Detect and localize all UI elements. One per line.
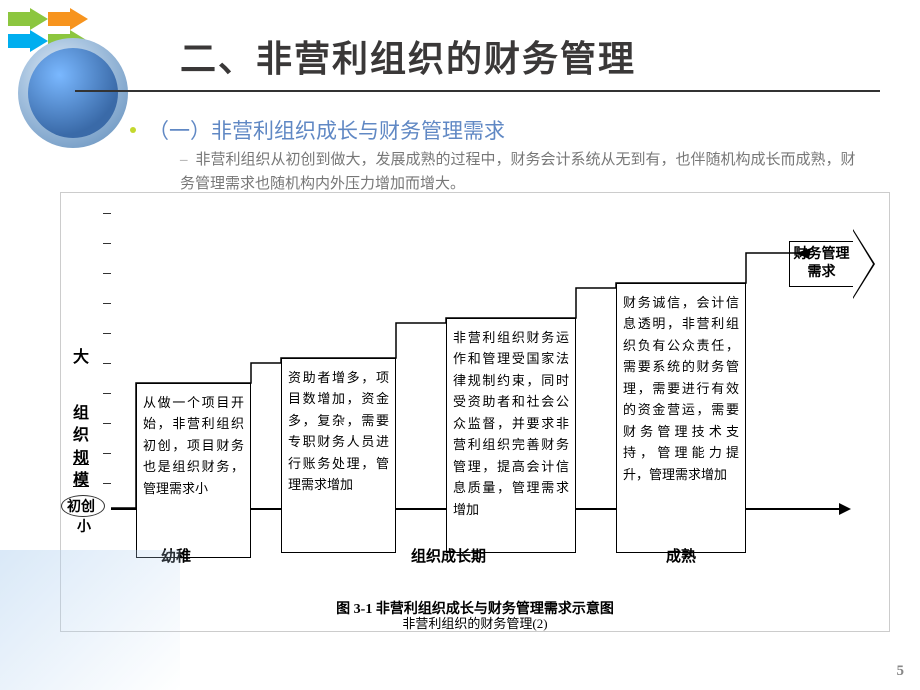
growth-diagram: 大 组 织 规 模 初创 小 从做一个项目开始，非营利组织初创，项目财务也是组织…: [60, 192, 890, 632]
globe-decoration-icon: [18, 38, 128, 148]
dash-icon: –: [180, 152, 188, 168]
section-body-text: 非营利组织从初创到做大，发展成熟的过程中，财务会计系统从无到有，也伴随机构成长而…: [180, 152, 856, 192]
stage-text-3: 非营利组织财务运作和管理受国家法律规制约束，同时受资助者和社会公众监督，并要求非…: [453, 330, 569, 517]
stage-text-1: 从做一个项目开始，非营利组织初创，项目财务也是组织财务，管理需求小: [143, 395, 244, 496]
page-number: 5: [897, 663, 905, 680]
deco-arrow-green-icon: [8, 8, 48, 30]
section-heading: （一）非营利组织成长与财务管理需求: [148, 115, 505, 145]
x-label-0: 幼稚: [161, 545, 191, 566]
figure-subcaption: 非营利组织的财务管理(2): [61, 613, 889, 632]
stage-box-2: 资助者增多，项目数增加，资金多，复杂，需要专职财务人员进行账务处理，管理需求增加: [281, 358, 396, 553]
stage-text-4: 财务诚信，会计信息透明，非营利组织负有公众责任，需要系统的财务管理，需要进行有效…: [623, 295, 739, 482]
demand-arrow-icon: 财务管理需求: [789, 229, 879, 299]
stage-text-2: 资助者增多，项目数增加，资金多，复杂，需要专职财务人员进行账务处理，管理需求增加: [288, 370, 389, 492]
slide-title: 二、非营利组织的财务管理: [180, 30, 636, 82]
demand-arrow-label: 财务管理需求: [789, 241, 853, 287]
stage-box-4: 财务诚信，会计信息透明，非营利组织负有公众责任，需要系统的财务管理，需要进行有效…: [616, 283, 746, 553]
stage-box-3: 非营利组织财务运作和管理受国家法律规制约束，同时受资助者和社会公众监督，并要求非…: [446, 318, 576, 553]
section-body: –非营利组织从初创到做大，发展成熟的过程中，财务会计系统从无到有，也伴随机构成长…: [180, 148, 860, 196]
bullet-dot-icon: [130, 127, 136, 133]
x-label-1: 组织成长期: [411, 545, 486, 566]
businessman-icon: [56, 58, 126, 148]
deco-arrow-orange-icon: [48, 8, 88, 30]
title-underline: [75, 90, 880, 92]
stage-box-1: 从做一个项目开始，非营利组织初创，项目财务也是组织财务，管理需求小: [136, 383, 251, 558]
section-heading-row: （一）非营利组织成长与财务管理需求: [130, 115, 505, 145]
x-label-2: 成熟: [666, 545, 696, 566]
